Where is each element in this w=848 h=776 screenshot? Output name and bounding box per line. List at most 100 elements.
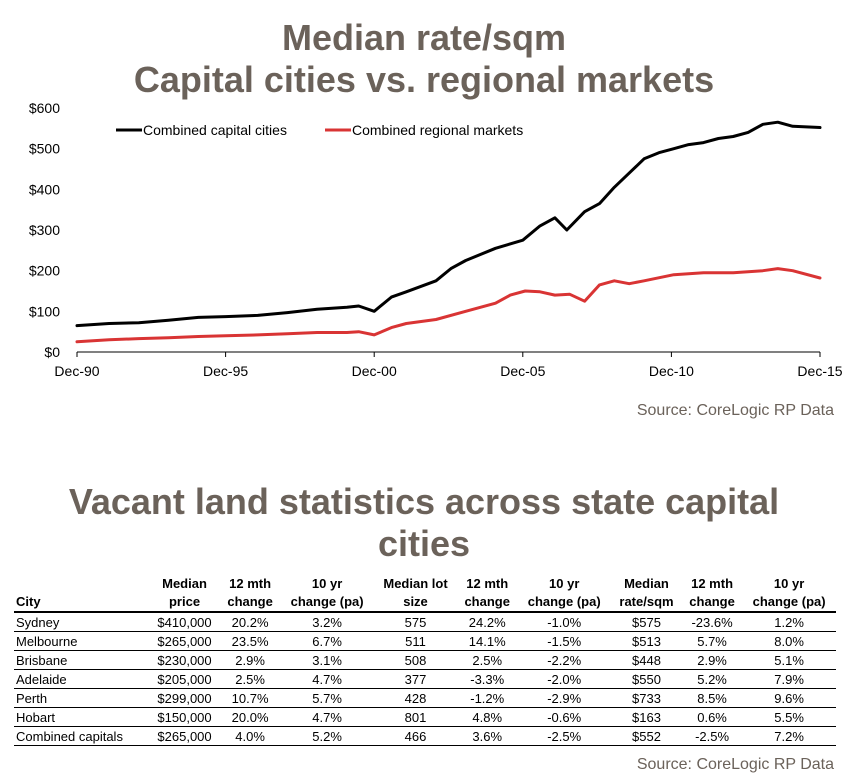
value-cell: $733 bbox=[611, 688, 682, 708]
table-row: Hobart $150,000 20.0% 4.7% 801 4.8% -0.6% $163 0… bbox=[14, 707, 836, 727]
x-tick-label: Dec-10 bbox=[649, 363, 694, 379]
value-cell: 9.6% bbox=[742, 688, 836, 708]
city-cell: Combined capitals bbox=[14, 726, 150, 746]
column-header: 10 yr change (pa) bbox=[517, 575, 612, 613]
value-cell: 3.2% bbox=[280, 612, 374, 632]
table-row: Combined capitals $265,000 4.0% 5.2% 466 3.6%… bbox=[14, 726, 836, 746]
value-cell: 24.2% bbox=[457, 612, 518, 632]
value-cell: $513 bbox=[611, 631, 682, 651]
value-cell: 801 bbox=[373, 707, 458, 727]
value-cell: 575 bbox=[373, 612, 458, 632]
column-header: 12 mth change bbox=[219, 575, 281, 613]
y-tick-label: $100 bbox=[29, 303, 60, 319]
y-tick-label: $500 bbox=[29, 141, 60, 157]
x-tick-label: Dec-95 bbox=[203, 363, 248, 379]
value-cell: $163 bbox=[611, 707, 682, 727]
table-row: Melbourne $265,000 23.5% 6.7% 511 14.1% -1.5% $… bbox=[14, 631, 836, 651]
legend-label: Combined capital cities bbox=[143, 122, 287, 138]
value-cell: -3.3% bbox=[457, 669, 518, 689]
value-cell: 3.1% bbox=[280, 650, 374, 670]
table-row: Perth $299,000 10.7% 5.7% 428 -1.2% -2.9% $733 8… bbox=[14, 688, 836, 708]
value-cell: -1.5% bbox=[517, 631, 612, 651]
city-cell: Adelaide bbox=[14, 669, 150, 689]
value-cell: 6.7% bbox=[280, 631, 374, 651]
city-cell: Melbourne bbox=[14, 631, 150, 651]
value-cell: $575 bbox=[611, 612, 682, 632]
value-cell: 428 bbox=[373, 688, 458, 708]
table-body: Sydney $410,000 20.2% 3.2% 575 24.2% -1.0% $575… bbox=[14, 612, 836, 746]
city-cell: Brisbane bbox=[14, 650, 150, 670]
value-cell: 23.5% bbox=[219, 631, 281, 651]
table-row: Brisbane $230,000 2.9% 3.1% 508 2.5% -2.2% $448… bbox=[14, 650, 836, 670]
value-cell: 7.2% bbox=[742, 726, 836, 746]
value-cell: 4.7% bbox=[280, 707, 374, 727]
value-cell: 5.2% bbox=[681, 669, 743, 689]
y-tick-label: $0 bbox=[44, 344, 60, 360]
y-tick-label: $600 bbox=[29, 100, 60, 116]
value-cell: -1.0% bbox=[517, 612, 612, 632]
value-cell: -2.5% bbox=[517, 726, 612, 746]
x-tick-label: Dec-00 bbox=[352, 363, 397, 379]
value-cell: 5.2% bbox=[280, 726, 374, 746]
column-header: 12 mth change bbox=[457, 575, 518, 613]
value-cell: -0.6% bbox=[517, 707, 612, 727]
y-tick-label: $400 bbox=[29, 181, 60, 197]
vacant-land-stats-table: City Median price 12 mth change 10 yr change (… bbox=[14, 575, 836, 746]
value-cell: $150,000 bbox=[149, 707, 220, 727]
value-cell: -2.2% bbox=[517, 650, 612, 670]
value-cell: -1.2% bbox=[457, 688, 518, 708]
value-cell: $265,000 bbox=[149, 726, 220, 746]
y-tick-label: $200 bbox=[29, 263, 60, 279]
value-cell: 20.2% bbox=[219, 612, 281, 632]
value-cell: 10.7% bbox=[219, 688, 281, 708]
column-header: 10 yr change (pa) bbox=[280, 575, 374, 613]
value-cell: $410,000 bbox=[149, 612, 220, 632]
chart-source: Source: CoreLogic RP Data bbox=[636, 402, 834, 419]
value-cell: 466 bbox=[373, 726, 458, 746]
table-title-line1: Vacant land statistics across state capi… bbox=[68, 481, 780, 522]
city-cell: Perth bbox=[14, 688, 150, 708]
column-header: 10 yr change (pa) bbox=[742, 575, 836, 613]
value-cell: 0.6% bbox=[681, 707, 743, 727]
value-cell: 7.9% bbox=[742, 669, 836, 689]
chart-title-line2: Capital cities vs. regional markets bbox=[133, 59, 715, 100]
value-cell: $205,000 bbox=[149, 669, 220, 689]
y-tick-label: $300 bbox=[29, 222, 60, 238]
value-cell: 2.9% bbox=[681, 650, 743, 670]
value-cell: 2.9% bbox=[219, 650, 281, 670]
value-cell: 3.6% bbox=[457, 726, 518, 746]
value-cell: 4.7% bbox=[280, 669, 374, 689]
column-header: 12 mth change bbox=[681, 575, 743, 613]
table-source: Source: CoreLogic RP Data bbox=[636, 756, 834, 773]
value-cell: $550 bbox=[611, 669, 682, 689]
value-cell: 5.7% bbox=[681, 631, 743, 651]
table-title-line2: cities bbox=[377, 523, 471, 564]
value-cell: 2.5% bbox=[219, 669, 281, 689]
value-cell: $265,000 bbox=[149, 631, 220, 651]
value-cell: $230,000 bbox=[149, 650, 220, 670]
x-tick-label: Dec-90 bbox=[54, 363, 99, 379]
value-cell: 20.0% bbox=[219, 707, 281, 727]
value-cell: 4.8% bbox=[457, 707, 518, 727]
table-header-row: City Median price 12 mth change 10 yr change (… bbox=[14, 575, 836, 613]
column-header: Median lot size bbox=[373, 575, 458, 613]
value-cell: -2.5% bbox=[681, 726, 743, 746]
value-cell: -23.6% bbox=[681, 612, 743, 632]
x-tick-label: Dec-05 bbox=[500, 363, 545, 379]
value-cell: 14.1% bbox=[457, 631, 518, 651]
value-cell: 4.0% bbox=[219, 726, 281, 746]
value-cell: 5.7% bbox=[280, 688, 374, 708]
value-cell: 511 bbox=[373, 631, 458, 651]
column-header: City bbox=[14, 575, 150, 613]
value-cell: 8.5% bbox=[681, 688, 743, 708]
value-cell: 5.5% bbox=[742, 707, 836, 727]
chart-title-line1: Median rate/sqm bbox=[281, 17, 567, 58]
city-cell: Sydney bbox=[14, 612, 150, 632]
value-cell: 5.1% bbox=[742, 650, 836, 670]
series-line-regional-markets bbox=[75, 267, 822, 344]
value-cell: $448 bbox=[611, 650, 682, 670]
column-header: Median rate/sqm bbox=[611, 575, 682, 613]
table-row: Sydney $410,000 20.2% 3.2% 575 24.2% -1.0% $575… bbox=[14, 612, 836, 632]
value-cell: 2.5% bbox=[457, 650, 518, 670]
value-cell: 377 bbox=[373, 669, 458, 689]
